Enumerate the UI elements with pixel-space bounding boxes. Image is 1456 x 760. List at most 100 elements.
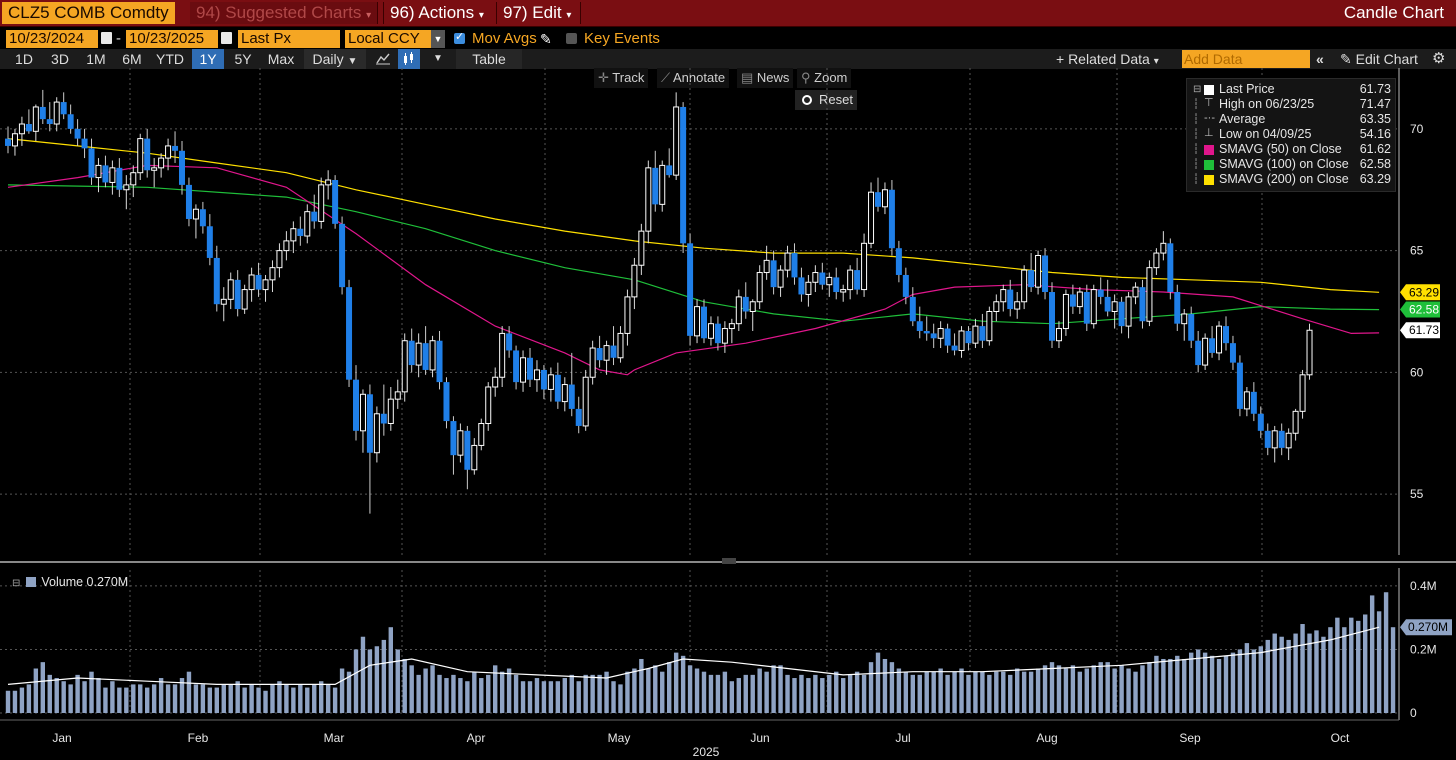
legend-high[interactable]: ┆ ⊤ High on 06/23/25 71.47 (1187, 97, 1395, 112)
candle-chart-icon[interactable] (398, 49, 420, 69)
candle (840, 284, 847, 302)
legend-sma50[interactable]: ┆ SMAVG (50) on Close 61.62 (1187, 142, 1395, 157)
volume-bar (1126, 668, 1131, 713)
actions-menu[interactable]: 96) Actions ▾ (383, 2, 490, 24)
volume-bar (938, 668, 943, 713)
range-6m[interactable]: 6M (122, 51, 142, 67)
candle (304, 204, 311, 244)
calendar-icon[interactable] (101, 32, 112, 44)
volume-bar (499, 671, 505, 713)
price-field-select[interactable]: Last Px (238, 30, 340, 48)
crosshair-icon: ✛ (598, 70, 609, 85)
volume-bar (242, 687, 247, 713)
volume-bar (263, 690, 268, 713)
volume-bar (1369, 595, 1375, 713)
legend-label: SMAVG (50) on Close (1219, 142, 1342, 156)
candle-body-down (1104, 296, 1111, 312)
edit-menu[interactable]: 97) Edit ▾ (496, 2, 577, 24)
collapse-icon[interactable]: « (1316, 51, 1324, 67)
volume-bar (834, 671, 839, 713)
month-tick-label: Jun (750, 731, 769, 745)
volume-bar (200, 684, 206, 713)
edit-chart-label: Edit Chart (1355, 51, 1418, 67)
currency-select[interactable]: Local CCY (345, 30, 431, 48)
candle-body-down (506, 333, 513, 351)
range-max[interactable]: Max (267, 51, 295, 67)
range-3d[interactable]: 3D (51, 51, 69, 67)
mov-avgs-label[interactable]: Mov Avgs (472, 30, 537, 47)
candle-body-up (547, 374, 554, 390)
range-1d[interactable]: 1D (15, 51, 33, 67)
candle (53, 97, 60, 132)
candle (1069, 284, 1076, 314)
candle-body-up (387, 398, 394, 425)
volume-bar (847, 674, 853, 713)
candle (687, 233, 694, 346)
legend-last-price[interactable]: ⊟ Last Price 61.73 (1187, 82, 1395, 97)
zoom-button[interactable]: ⚲ Zoom (797, 68, 852, 88)
ticker-field[interactable]: CLZ5 COMB Comdty (2, 2, 175, 24)
range-1m[interactable]: 1M (86, 51, 106, 67)
candle-body-down (554, 374, 561, 402)
legend-low[interactable]: ┆ ⊥ Low on 04/09/25 54.16 (1187, 127, 1395, 142)
candle (993, 294, 1000, 322)
volume-legend[interactable]: ⊟ Volume 0.270M (12, 574, 128, 590)
legend-sma100[interactable]: ┆ SMAVG (100) on Close 62.58 (1187, 157, 1395, 172)
edit-chart-button[interactable]: ✎ Edit Chart (1340, 49, 1418, 69)
candle (109, 160, 116, 195)
pencil-icon[interactable]: ✎ (540, 31, 552, 47)
frequency-select[interactable]: Daily ▼ (304, 49, 366, 69)
candle-body-up (1000, 289, 1007, 303)
candle-body-up (728, 323, 735, 330)
range-1y[interactable]: 1Y (192, 49, 224, 69)
calendar-icon[interactable] (221, 32, 232, 44)
volume-bar (221, 684, 226, 713)
legend-sma200[interactable]: ┆ SMAVG (200) on Close 63.29 (1187, 172, 1395, 187)
volume-bar (1286, 639, 1291, 713)
candle-body-down (102, 165, 109, 183)
candle (1243, 386, 1250, 417)
candle (798, 267, 805, 302)
related-data-menu[interactable]: + Related Data ▾ (1056, 49, 1159, 72)
chevron-down-icon[interactable]: ▼ (431, 30, 445, 48)
volume-bar (987, 674, 992, 713)
candle-body-down (568, 384, 575, 409)
annotate-button[interactable]: ⟋ Annotate (657, 68, 730, 88)
legend-value: 71.47 (1359, 97, 1391, 111)
news-button[interactable]: ▤ News (737, 68, 794, 88)
candle-body-down (666, 165, 673, 176)
end-date-field[interactable]: 10/23/2025 (126, 30, 218, 48)
volume-bar (493, 665, 498, 713)
table-button[interactable]: Table (456, 49, 522, 69)
tree-line-icon: ┆ (1193, 114, 1200, 125)
candle (826, 272, 833, 297)
volume-bar (555, 681, 561, 713)
add-data-input[interactable]: Add Data (1182, 50, 1310, 68)
volume-bar (339, 668, 345, 713)
candle-body-down (88, 148, 95, 178)
volume-bar (1015, 668, 1020, 713)
start-date-field[interactable]: 10/23/2024 (6, 30, 98, 48)
volume-bar (1258, 646, 1263, 713)
candle (916, 306, 923, 339)
range-5y[interactable]: 5Y (234, 51, 252, 67)
suggested-charts-menu[interactable]: 94) Suggested Charts ▾ (190, 2, 379, 24)
candle-body-down (895, 248, 902, 275)
gear-icon[interactable]: ⚙ (1432, 50, 1446, 67)
high-marker-icon: ⊤ (1204, 97, 1214, 109)
mov-avgs-checkbox[interactable]: ✓ (454, 31, 465, 44)
range-ytd[interactable]: YTD (156, 51, 184, 67)
candle-body-up (478, 423, 485, 446)
volume-bar (75, 674, 80, 713)
key-events-label[interactable]: Key Events (584, 30, 660, 47)
volume-bar (1147, 662, 1152, 713)
legend-average[interactable]: ┆ -·- Average 63.35 (1187, 112, 1395, 127)
line-chart-icon[interactable] (372, 49, 394, 69)
chevron-down-icon[interactable]: ▼ (433, 53, 443, 64)
volume-bar (1133, 671, 1138, 713)
track-button[interactable]: ✛ Track (594, 68, 649, 88)
key-events-checkbox[interactable] (566, 33, 577, 44)
volume-bar (771, 665, 776, 713)
candle-body-up (694, 306, 701, 337)
